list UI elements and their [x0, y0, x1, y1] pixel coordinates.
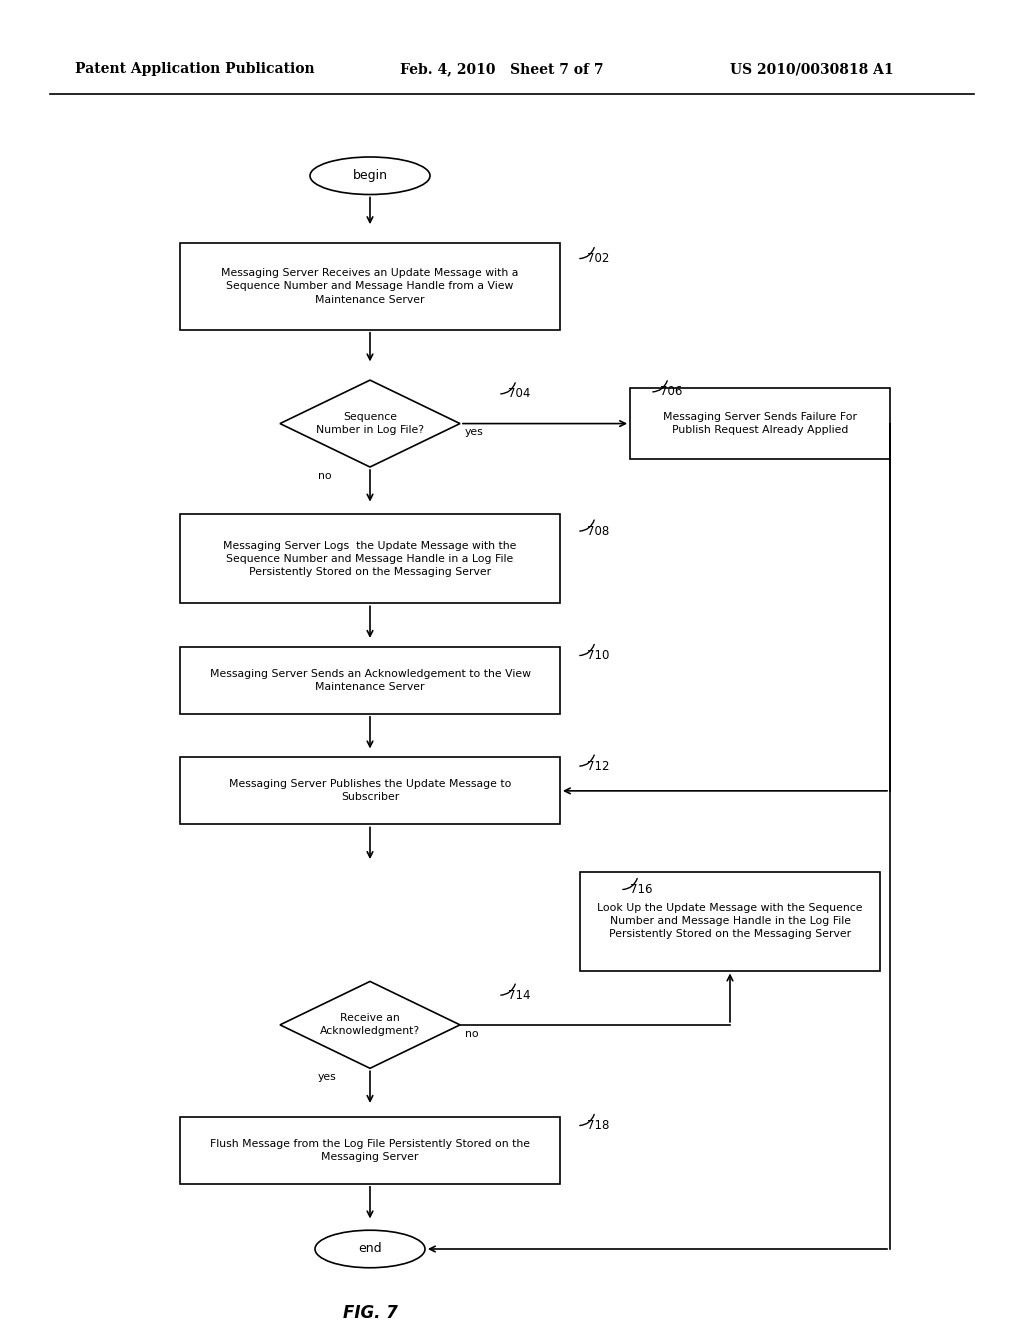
Text: 716: 716	[630, 883, 652, 896]
Text: 710: 710	[587, 649, 609, 663]
Text: Messaging Server Receives an Update Message with a
Sequence Number and Message H: Messaging Server Receives an Update Mess…	[221, 268, 519, 305]
Text: Feb. 4, 2010   Sheet 7 of 7: Feb. 4, 2010 Sheet 7 of 7	[400, 62, 603, 77]
Text: end: end	[358, 1242, 382, 1255]
Text: Flush Message from the Log File Persistently Stored on the
Messaging Server: Flush Message from the Log File Persiste…	[210, 1139, 530, 1162]
Text: 714: 714	[508, 989, 530, 1002]
Text: 702: 702	[587, 252, 609, 265]
Text: Look Up the Update Message with the Sequence
Number and Message Handle in the Lo: Look Up the Update Message with the Sequ…	[597, 903, 863, 940]
Text: Messaging Server Publishes the Update Message to
Subscriber: Messaging Server Publishes the Update Me…	[228, 779, 511, 803]
Text: 712: 712	[587, 760, 609, 772]
Text: FIG. 7: FIG. 7	[343, 1304, 397, 1320]
Text: US 2010/0030818 A1: US 2010/0030818 A1	[730, 62, 894, 77]
Text: 718: 718	[587, 1119, 609, 1133]
Text: 708: 708	[587, 524, 609, 537]
Text: Patent Application Publication: Patent Application Publication	[75, 62, 314, 77]
Text: 704: 704	[508, 388, 530, 400]
Text: yes: yes	[318, 1072, 337, 1082]
Text: Sequence
Number in Log File?: Sequence Number in Log File?	[316, 412, 424, 436]
Text: no: no	[318, 471, 332, 480]
Text: begin: begin	[352, 169, 387, 182]
Text: no: no	[465, 1028, 478, 1039]
Text: 706: 706	[660, 385, 682, 399]
Text: yes: yes	[465, 428, 483, 437]
Text: Messaging Server Sends an Acknowledgement to the View
Maintenance Server: Messaging Server Sends an Acknowledgemen…	[210, 669, 530, 692]
Text: Messaging Server Sends Failure For
Publish Request Already Applied: Messaging Server Sends Failure For Publi…	[663, 412, 857, 436]
Text: Messaging Server Logs  the Update Message with the
Sequence Number and Message H: Messaging Server Logs the Update Message…	[223, 541, 517, 577]
Text: Receive an
Acknowledgment?: Receive an Acknowledgment?	[319, 1014, 420, 1036]
